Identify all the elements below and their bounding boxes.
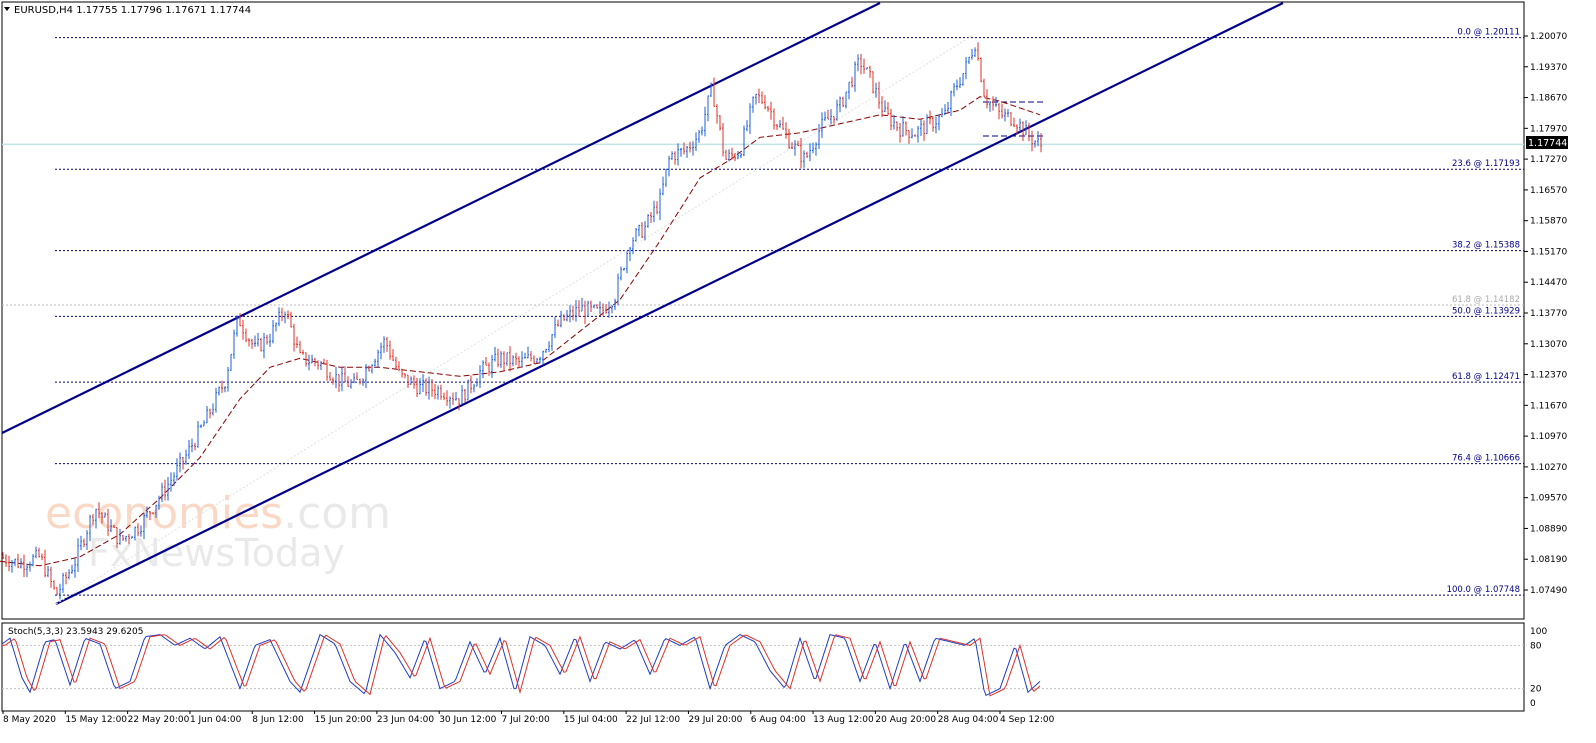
current-price-label: 1.17744 (1528, 138, 1567, 149)
time-tick-label: 23 Jun 04:00 (377, 715, 434, 725)
ghost-fib-label: 61.8 @ 1.14182 (1452, 295, 1520, 305)
time-tick-label: 30 Jun 12:00 (439, 715, 496, 725)
candles (2, 42, 1042, 600)
price-tick-label: 1.10970 (1530, 432, 1567, 442)
stoch-label: Stoch(5,3,3) 23.5943 29.6205 (8, 627, 143, 637)
stoch-k-line (1, 633, 1041, 696)
price-tick-label: 1.08190 (1530, 555, 1567, 565)
time-tick-label: 15 Jun 20:00 (315, 715, 372, 725)
time-tick-label: 13 Aug 12:00 (813, 715, 874, 725)
fib-label: 76.4 @ 1.10666 (1452, 454, 1520, 464)
stoch-panel (1, 622, 1525, 712)
time-tick-label: 22 Jul 12:00 (626, 715, 680, 725)
price-tick-label: 1.11670 (1530, 401, 1567, 411)
time-tick-label: 15 Jul 04:00 (564, 715, 618, 725)
channel-upper (1, 2, 881, 434)
price-tick-label: 1.08890 (1530, 524, 1567, 534)
price-tick-label: 1.16570 (1530, 186, 1567, 196)
price-tick-label: 1.17970 (1530, 124, 1567, 134)
price-tick-label: 1.15870 (1530, 217, 1567, 227)
fib-label: 23.6 @ 1.17193 (1452, 159, 1520, 169)
stoch-d-line (2, 634, 1041, 697)
price-tick-label: 1.12370 (1530, 371, 1567, 381)
time-tick-label: 4 Sep 12:00 (1000, 715, 1055, 725)
time-tick-label: 29 Jul 20:00 (688, 715, 742, 725)
stoch-level-label: 100 (1530, 627, 1547, 637)
time-tick-label: 1 Jun 04:00 (190, 715, 242, 725)
time-tick-label: 20 Aug 20:00 (875, 715, 936, 725)
price-tick-label: 1.20070 (1530, 32, 1567, 42)
fib-label: 38.2 @ 1.15388 (1452, 241, 1520, 251)
stoch-level-label: 0 (1530, 699, 1536, 709)
fib-label: 50.0 @ 1.13929 (1452, 306, 1520, 316)
time-tick-label: 8 May 2020 (3, 715, 56, 725)
symbol-header: EURUSD,H4 1.17755 1.17796 1.17671 1.1774… (14, 5, 251, 16)
channel-lower (55, 2, 1284, 605)
watermark: economies.com FxNewsToday (45, 488, 391, 575)
price-tick-label: 1.07490 (1530, 586, 1567, 596)
time-tick-label: 8 Jun 12:00 (252, 715, 304, 725)
fib-label: 61.8 @ 1.12471 (1452, 372, 1520, 382)
stoch-level-label: 80 (1530, 641, 1542, 651)
stoch-level-label: 20 (1530, 685, 1542, 695)
price-tick-label: 1.17270 (1530, 155, 1567, 165)
price-tick-label: 1.13770 (1530, 309, 1567, 319)
price-tick-label: 1.09570 (1530, 494, 1567, 504)
current-price-badge (1526, 136, 1568, 149)
time-tick-label: 7 Jul 20:00 (502, 715, 551, 725)
price-tick-label: 1.14470 (1530, 278, 1567, 288)
time-tick-label: 15 May 12:00 (65, 715, 127, 725)
fib-label: 0.0 @ 1.20111 (1457, 28, 1520, 38)
watermark-rest: .com (283, 488, 391, 539)
main-panel (1, 1, 1525, 620)
time-axis: 8 May 2020 15 May 12:00 22 May 20:00 1 Jun … (2, 711, 1055, 725)
time-tick-label: 6 Aug 04:00 (751, 715, 806, 725)
stochastic: 100 80 20 0 (1, 627, 1547, 709)
svg-text:economies.com: economies.com (45, 488, 391, 539)
price-tick-label: 1.15170 (1530, 247, 1567, 257)
fib-label: 100.0 @ 1.07748 (1447, 585, 1520, 595)
watermark-colored: economies (45, 488, 283, 539)
price-tick-label: 1.18670 (1530, 94, 1567, 104)
time-tick-label: 22 May 20:00 (128, 715, 190, 725)
price-tick-label: 1.10270 (1530, 463, 1567, 473)
price-tick-label: 1.13070 (1530, 340, 1567, 350)
time-tick-label: 28 Aug 04:00 (938, 715, 999, 725)
price-tick-label: 1.19370 (1530, 63, 1567, 73)
price-axis: 1.20070 1.19370 1.18670 1.17970 1.17270 1.165… (1524, 32, 1567, 596)
fib-levels: 0.0 @ 1.20111 23.6 @ 1.17193 38.2 @ 1.1538… (2, 28, 1524, 596)
dropdown-triangle-icon[interactable] (4, 7, 10, 11)
